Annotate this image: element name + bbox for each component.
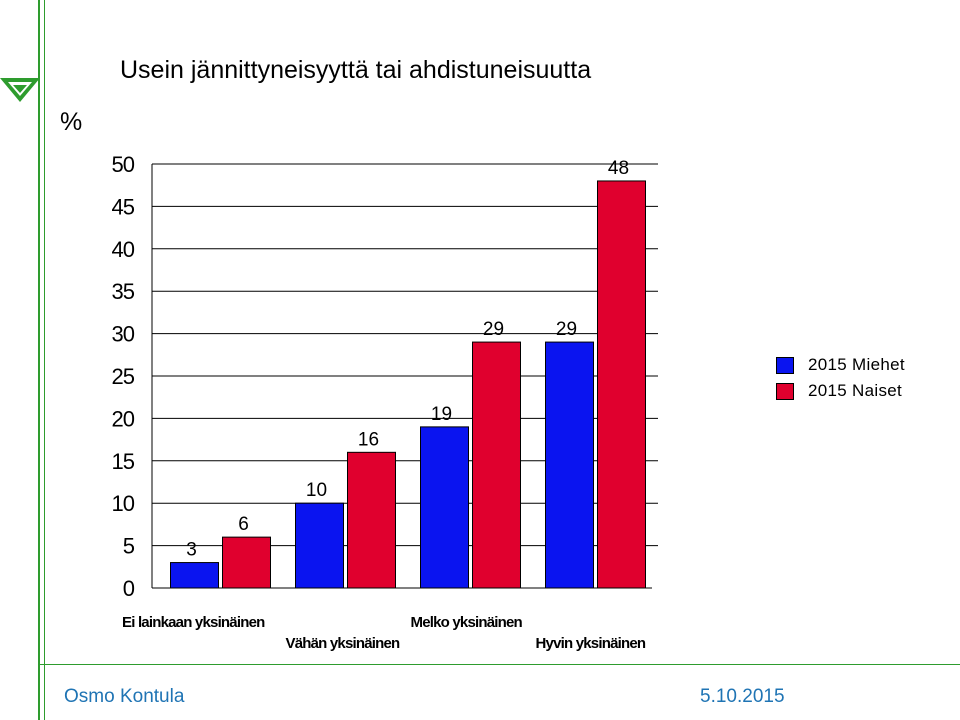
y-tick-label: 40 — [112, 237, 135, 262]
y-tick-label: 10 — [112, 491, 135, 516]
legend-item-women: 2015 Naiset — [776, 378, 905, 404]
brand-leaf-icon — [0, 78, 40, 102]
y-tick-label: 5 — [123, 534, 135, 559]
bar-men — [295, 502, 344, 589]
footer-author: Osmo Kontula — [64, 686, 185, 707]
legend-label-men: 2015 Miehet — [808, 355, 905, 374]
data-label: 3 — [186, 540, 197, 561]
y-tick-label: 50 — [112, 152, 135, 177]
data-label: 29 — [483, 319, 504, 340]
chart-legend: 2015 Miehet 2015 Naiset — [776, 352, 905, 404]
data-label: 48 — [608, 158, 629, 179]
y-axis-unit-label: % — [60, 108, 83, 136]
data-label: 19 — [431, 404, 452, 425]
chart-title: Usein jännittyneisyyttä tai ahdistuneisu… — [120, 56, 592, 84]
bar-men — [545, 341, 594, 589]
legend-swatch-women — [776, 382, 794, 400]
y-tick-label: 15 — [112, 449, 135, 474]
bar-women — [472, 341, 521, 589]
data-label: 16 — [358, 429, 379, 450]
footer-date: 5.10.2015 — [700, 686, 785, 707]
legend-swatch-men — [776, 356, 794, 374]
bar-chart: 0 5 10 15 20 25 30 35 40 45 50 3 6 10 16 19 29 29 48 Ei lai… — [112, 152, 658, 652]
legend-item-men: 2015 Miehet — [776, 352, 905, 378]
left-border-line-outer — [38, 0, 40, 720]
bar-men — [420, 426, 469, 589]
data-label: 29 — [556, 319, 577, 340]
x-category-label: Melko yksinäinen — [411, 614, 523, 631]
y-tick-label: 0 — [123, 576, 135, 601]
legend-label-women: 2015 Naiset — [808, 381, 903, 400]
bar-men — [170, 562, 219, 589]
y-tick-label: 45 — [112, 194, 135, 219]
x-category-label: Vähän yksinäinen — [286, 635, 401, 652]
x-category-label: Ei lainkaan yksinäinen — [122, 614, 265, 631]
data-label: 10 — [306, 480, 327, 501]
bar-women — [222, 536, 271, 589]
x-category-label: Hyvin yksinäinen — [536, 635, 646, 652]
y-tick-label: 20 — [112, 406, 135, 431]
bar-women — [597, 180, 646, 589]
y-tick-label: 35 — [112, 279, 135, 304]
y-tick-label: 30 — [112, 322, 135, 347]
left-border-line-inner — [44, 0, 45, 720]
y-tick-label: 25 — [112, 364, 135, 389]
data-label: 6 — [238, 514, 249, 535]
footer-border-line — [40, 664, 960, 665]
bar-women — [347, 451, 396, 589]
